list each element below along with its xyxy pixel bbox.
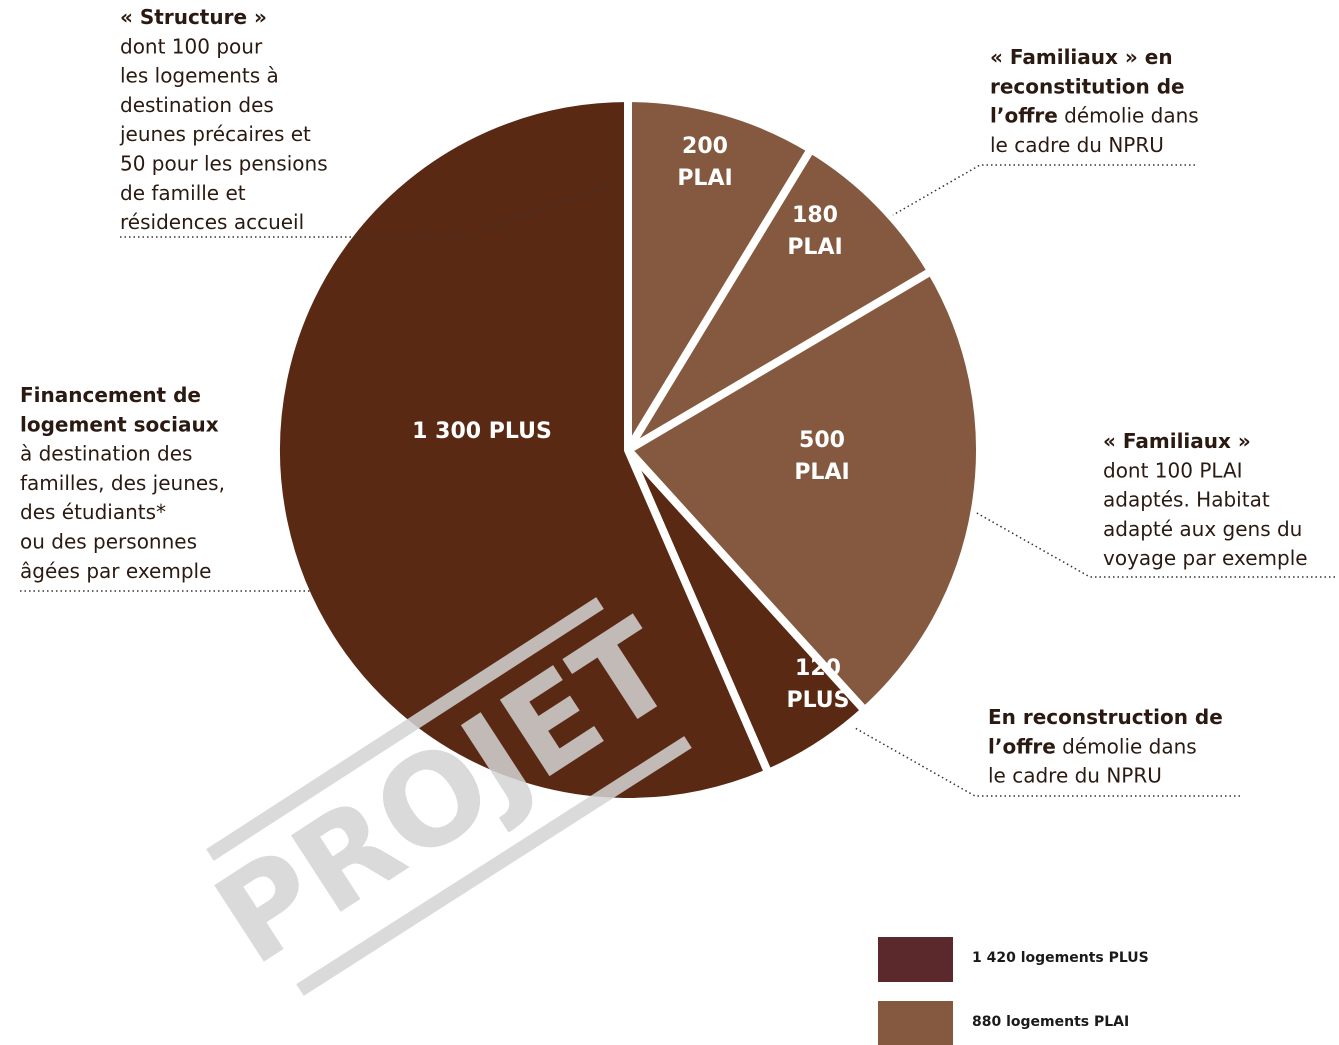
annotation-line: adapté aux gens du bbox=[1103, 516, 1302, 540]
pie-slice bbox=[624, 267, 984, 715]
annotation-line: le cadre du NPRU bbox=[990, 132, 1164, 156]
annotation-line: résidences accueil bbox=[120, 210, 304, 234]
annotation-text: démolie dans bbox=[1056, 734, 1197, 758]
leader-line bbox=[854, 727, 1240, 797]
annotation-text: l’offre bbox=[990, 103, 1058, 127]
annotation-text: le cadre du NPRU bbox=[988, 763, 1162, 787]
annotation-line: « Familiaux » bbox=[1103, 429, 1251, 453]
annotation-line: les logements à bbox=[120, 63, 279, 87]
annotation-line: l’offre démolie dans bbox=[988, 734, 1197, 758]
annotation-line: des étudiants* bbox=[20, 500, 166, 524]
annotation-line: En reconstruction de bbox=[988, 705, 1223, 729]
annotation-text: « Familiaux » en bbox=[990, 45, 1173, 69]
slice-value: 500 bbox=[799, 428, 845, 453]
annotation-line: âgées par exemple bbox=[20, 558, 211, 582]
slice-value: 200 bbox=[682, 134, 728, 159]
annotation-line: ou des personnes bbox=[20, 529, 197, 553]
annotation-line: 50 pour les pensions bbox=[120, 151, 328, 175]
annotation-line: destination des bbox=[120, 92, 274, 116]
annotation-text: « Structure » bbox=[120, 5, 267, 29]
annotation-text: familles, des jeunes, bbox=[20, 470, 225, 494]
annotation-text: dont 100 pour bbox=[120, 34, 263, 58]
annotation-line: adaptés. Habitat bbox=[1103, 487, 1270, 511]
annotation-text: reconstitution de bbox=[990, 74, 1185, 98]
annotation-text: logement sociaux bbox=[20, 412, 219, 436]
annotation-text: le cadre du NPRU bbox=[990, 132, 1164, 156]
annotation-line: « Structure » bbox=[120, 5, 267, 29]
legend-label: 880 logements PLAI bbox=[972, 1014, 1129, 1030]
slice-value: 180 bbox=[792, 203, 838, 228]
annotation-text: « Familiaux » bbox=[1103, 429, 1251, 453]
annotation-text: dont 100 PLAI bbox=[1103, 458, 1243, 482]
slice-value: 1 300 bbox=[412, 419, 481, 444]
slice-category: PLUS bbox=[489, 419, 552, 444]
leader-line bbox=[892, 164, 1195, 216]
annotation-line: le cadre du NPRU bbox=[988, 763, 1162, 787]
legend-swatch bbox=[878, 1001, 953, 1045]
pie-slice bbox=[272, 94, 773, 806]
annotation-line: Financement de bbox=[20, 383, 201, 407]
annotation-line: de famille et bbox=[120, 180, 246, 204]
slice-category: PLAI bbox=[794, 460, 849, 485]
slice-category: PLUS bbox=[786, 688, 849, 713]
annotation-text: adaptés. Habitat bbox=[1103, 487, 1270, 511]
annotation-text: des étudiants* bbox=[20, 500, 166, 524]
leaders bbox=[20, 164, 1335, 797]
slice-label: 1 300 PLUS bbox=[412, 419, 552, 444]
annotation-text: jeunes précaires et bbox=[119, 122, 311, 146]
slice-category: PLAI bbox=[677, 166, 732, 191]
legend-swatch bbox=[878, 937, 953, 982]
annotation-line: familles, des jeunes, bbox=[20, 470, 225, 494]
annotation-text: En reconstruction de bbox=[988, 705, 1223, 729]
annotation-line: dont 100 pour bbox=[120, 34, 263, 58]
annotation-line: dont 100 PLAI bbox=[1103, 458, 1243, 482]
annotation-line: à destination des bbox=[20, 441, 192, 465]
annotation-text: les logements à bbox=[120, 63, 279, 87]
pie-slice bbox=[624, 94, 815, 454]
annotation-line: voyage par exemple bbox=[1103, 546, 1308, 570]
leader-line bbox=[974, 511, 1335, 578]
legend-label: 1 420 logements PLUS bbox=[972, 950, 1149, 966]
annotation-text: résidences accueil bbox=[120, 210, 304, 234]
annotation-line: reconstitution de bbox=[990, 74, 1185, 98]
annotation-line: l’offre démolie dans bbox=[990, 103, 1199, 127]
annotation-text: destination des bbox=[120, 92, 274, 116]
annotation-text: ou des personnes bbox=[20, 529, 197, 553]
pie-slice bbox=[624, 145, 936, 454]
annotation-text: Financement de bbox=[20, 383, 201, 407]
annotation-text: 50 pour les pensions bbox=[120, 151, 328, 175]
watermark-band bbox=[296, 736, 692, 996]
annotation-text: de famille et bbox=[120, 180, 246, 204]
annotation-line: logement sociaux bbox=[20, 412, 219, 436]
annotation-text: démolie dans bbox=[1058, 103, 1199, 127]
watermark-band bbox=[206, 597, 604, 861]
annotation-line: « Familiaux » en bbox=[990, 45, 1173, 69]
annotation-text: l’offre bbox=[988, 734, 1056, 758]
slice-value: 120 bbox=[795, 656, 841, 681]
annotation-text: âgées par exemple bbox=[20, 558, 211, 582]
slice-category: PLAI bbox=[787, 235, 842, 260]
annotation-text: à destination des bbox=[20, 441, 192, 465]
annotation-text: voyage par exemple bbox=[1103, 546, 1308, 570]
annotation-text: adapté aux gens du bbox=[1103, 516, 1302, 540]
annotation-line: jeunes précaires et bbox=[119, 122, 311, 146]
